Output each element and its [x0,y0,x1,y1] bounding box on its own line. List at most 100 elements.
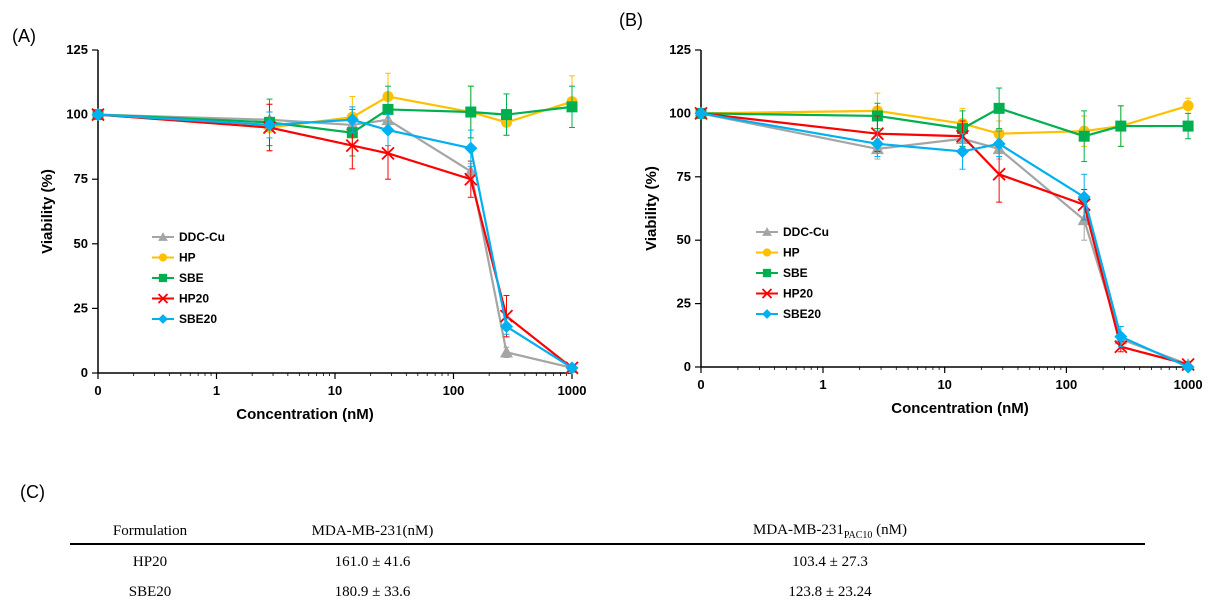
data-point-hp20-stroke [381,146,395,160]
data-point-hp20-stroke [499,309,514,323]
legend-marker-hp20-stroke [157,293,169,304]
data-point-hp20-stroke [464,172,478,186]
x-tick-label: 1 [213,383,220,398]
header-formulation: Formulation [70,514,230,545]
x-tick-label: 0 [697,377,704,392]
table-cell: HP20 [132,554,168,570]
header-pac10-subscript: PAC10 [843,530,873,541]
x-tick-label: 100 [443,383,465,398]
legend-label-ddc-cu: DDC-Cu [179,230,225,244]
data-point-sbe [993,102,1005,114]
y-tick-label: 0 [81,365,88,380]
legend-label-hp20: HP20 [179,292,209,306]
data-point-hp20 [464,172,478,186]
data-point-hp20 [345,138,359,153]
data-point-sbe20 [1114,330,1128,344]
legend-label-sbe: SBE [783,266,808,280]
data-point-sbe20 [345,113,359,127]
header-pac10-unit: (nM) [876,522,907,538]
x-axis-title: Concentration (nM) [891,400,1028,417]
legend-label-hp: HP [783,246,800,260]
data-point-sbe [1115,120,1127,132]
table-cell: SBE20 [128,584,172,600]
data-point-sbe20 [464,141,478,155]
data-point-sbe20 [565,361,579,375]
panel-label-a: (A) [12,26,36,46]
series-line-hp20 [700,112,1189,366]
data-point-sbe20 [381,123,395,137]
data-point-sbe [1078,130,1090,142]
y-tick-label: 75 [74,171,88,186]
data-point-sbe [566,101,578,113]
x-tick-label: 1000 [558,383,587,398]
data-point-sbe20 [499,319,513,333]
data-point-sbe20 [694,106,708,120]
series-line-hp [700,104,1189,135]
panel-label-b: (B) [619,10,643,30]
y-tick-label: 125 [66,42,88,57]
legend-label-hp: HP [179,251,196,265]
y-tick-label: 100 [669,105,691,120]
table-row: HP20 161.0 ± 41.6 103.4 ± 27.3 [70,544,1145,575]
data-point-hp [1182,100,1194,112]
x-tick-label: 100 [1056,377,1078,392]
panel-label-c: (C) [20,482,45,502]
data-point-sbe20 [91,108,105,122]
y-tick-label: 75 [677,169,691,184]
y-tick-label: 125 [669,42,691,57]
data-point-hp20-stroke [345,138,359,153]
x-tick-label: 10 [937,377,951,392]
table-cell: 123.8 ± 23.24 [788,584,872,600]
data-point-sbe20 [1181,360,1195,374]
data-point-sbe20 [870,137,884,151]
series-line-sbe20 [700,112,1189,369]
header-mda-mb-231: MDA-MB-231(nM) [230,514,515,545]
ic50-table: Formulation MDA-MB-231(nM) MDA-MB-231PAC… [70,514,1145,605]
header-mda-mb-231-pac10: MDA-MB-231PAC10 (nM) [515,514,1145,545]
x-axis-title: Concentration (nM) [236,406,373,423]
legend-label-sbe20: SBE20 [179,312,217,326]
legend-label-sbe20: SBE20 [783,307,821,321]
table-cell: 180.9 ± 33.6 [334,584,411,600]
data-point-sbe [500,109,512,121]
header-mda-mb-231-pac10-main: MDA-MB-231 [753,522,844,538]
y-tick-label: 0 [684,359,691,374]
table-header-row: Formulation MDA-MB-231(nM) MDA-MB-231PAC… [70,514,1145,545]
y-tick-label: 25 [74,300,88,315]
legend-marker-sbe20 [158,314,168,324]
legend-marker-ddc-cu [762,227,772,236]
y-tick-label: 25 [677,296,691,311]
legend-marker-sbe20 [762,309,772,319]
table-cell: 161.0 ± 41.6 [334,554,411,570]
series-line-hp20 [97,113,573,369]
table-cell: 103.4 ± 27.3 [792,554,868,570]
chart-b: 0 25 50 75 100 125 0 1 10 100 1000 Concentration (n… [643,42,1203,417]
data-point-sbe20 [1077,190,1091,204]
data-point-sbe [465,106,477,118]
legend-marker-sbe [158,273,168,283]
legend-label-sbe: SBE [179,271,204,285]
legend-marker-hp20 [761,288,773,299]
y-axis-title: Viability (%) [643,166,660,251]
x-tick-label: 0 [94,383,101,398]
legend-marker-hp20-stroke [761,288,773,299]
data-point-hp20 [499,309,514,323]
legend-marker-hp [762,248,772,257]
data-point-sbe20 [262,118,276,132]
legend-label-hp20: HP20 [783,287,813,301]
x-tick-label: 1 [819,377,826,392]
data-point-hp20 [992,167,1006,181]
data-point-hp20 [381,146,395,160]
x-tick-label: 10 [328,383,342,398]
data-point-sbe20 [992,137,1006,151]
table-row: SBE20 180.9 ± 33.6 123.8 ± 23.24 [70,575,1145,605]
y-tick-label: 50 [677,232,691,247]
legend-marker-hp [158,253,168,262]
chart-a: 0 25 50 75 100 125 0 1 10 100 1000 Concentration (n… [39,42,587,423]
series-line-ddc-cu [97,113,573,369]
data-point-sbe20 [955,144,969,158]
legend-label-ddc-cu: DDC-Cu [783,225,829,239]
y-axis-title: Viability (%) [39,169,56,254]
data-point-sbe [382,103,394,115]
legend-marker-hp20 [157,293,169,304]
